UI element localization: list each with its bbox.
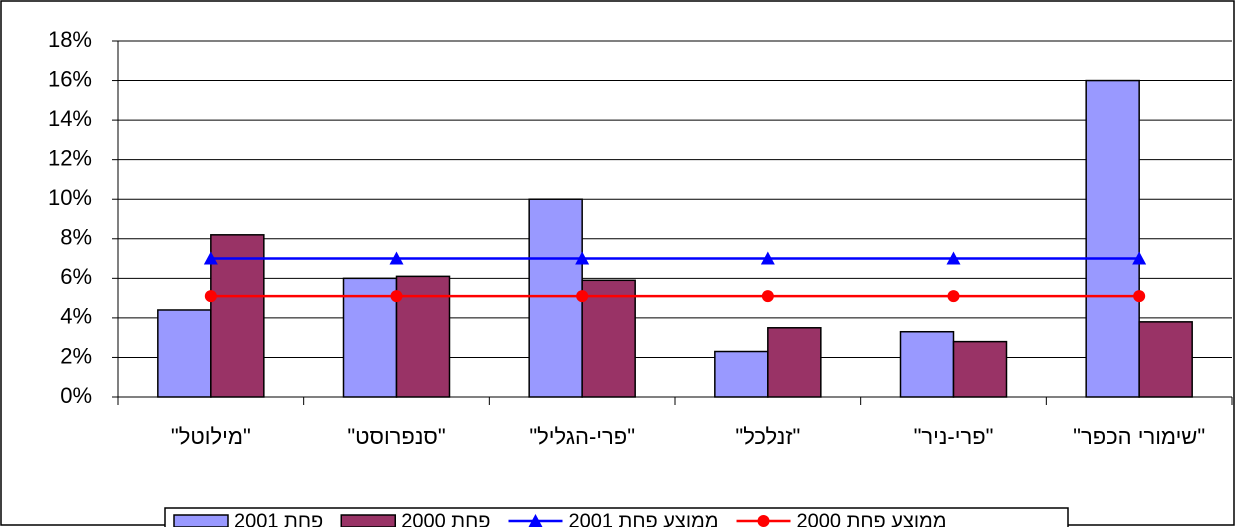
legend-label: פחת 2001 bbox=[234, 510, 323, 527]
x-tick-label: "זנלכל" bbox=[735, 424, 800, 449]
legend-label: פחת 2000 bbox=[401, 510, 490, 527]
x-tick-label: "מילוטל" bbox=[171, 424, 251, 449]
y-tick-label: 2% bbox=[60, 343, 92, 368]
bar bbox=[528, 198, 583, 398]
marker bbox=[204, 290, 217, 303]
y-tick-label: 14% bbox=[48, 106, 92, 131]
legend-swatch bbox=[173, 514, 229, 527]
marker bbox=[528, 514, 543, 527]
x-tick-label: "פרי-ניר" bbox=[914, 424, 994, 449]
marker bbox=[390, 290, 403, 303]
legend-label: ממוצע פחת 2001 bbox=[569, 510, 719, 527]
bar bbox=[342, 277, 398, 398]
marker bbox=[1133, 290, 1146, 303]
bar bbox=[581, 279, 636, 398]
marker bbox=[575, 251, 590, 265]
bar bbox=[899, 330, 955, 398]
marker bbox=[946, 251, 961, 265]
y-tick-label: 6% bbox=[60, 264, 92, 289]
marker bbox=[576, 290, 589, 303]
marker bbox=[760, 251, 775, 265]
y-tick-label: 12% bbox=[48, 145, 92, 170]
y-tick-label: 10% bbox=[48, 185, 92, 210]
bar bbox=[1138, 321, 1193, 398]
y-tick-label: 8% bbox=[60, 225, 92, 250]
marker bbox=[761, 290, 774, 303]
marker bbox=[203, 251, 218, 265]
x-tick-label: "סנפרוסט" bbox=[347, 424, 445, 449]
marker bbox=[1132, 251, 1147, 265]
y-tick-label: 16% bbox=[48, 66, 92, 91]
bar bbox=[157, 309, 212, 398]
x-tick-label: "פרי-הגליל" bbox=[529, 424, 635, 449]
x-tick-label: "שימורי הכפר" bbox=[1073, 424, 1205, 449]
y-tick-label: 0% bbox=[60, 383, 92, 408]
bar bbox=[767, 327, 822, 398]
y-tick-label: 4% bbox=[60, 304, 92, 329]
y-tick-label: 18% bbox=[48, 27, 92, 52]
bar bbox=[1085, 79, 1140, 398]
bar bbox=[210, 234, 265, 398]
bar bbox=[714, 350, 769, 398]
marker bbox=[757, 515, 770, 527]
marker bbox=[947, 290, 960, 303]
bar bbox=[952, 340, 1008, 398]
bar bbox=[395, 275, 451, 398]
legend-swatch bbox=[340, 514, 396, 527]
legend-label: ממוצע פחת 2000 bbox=[797, 510, 947, 527]
marker bbox=[389, 251, 404, 265]
